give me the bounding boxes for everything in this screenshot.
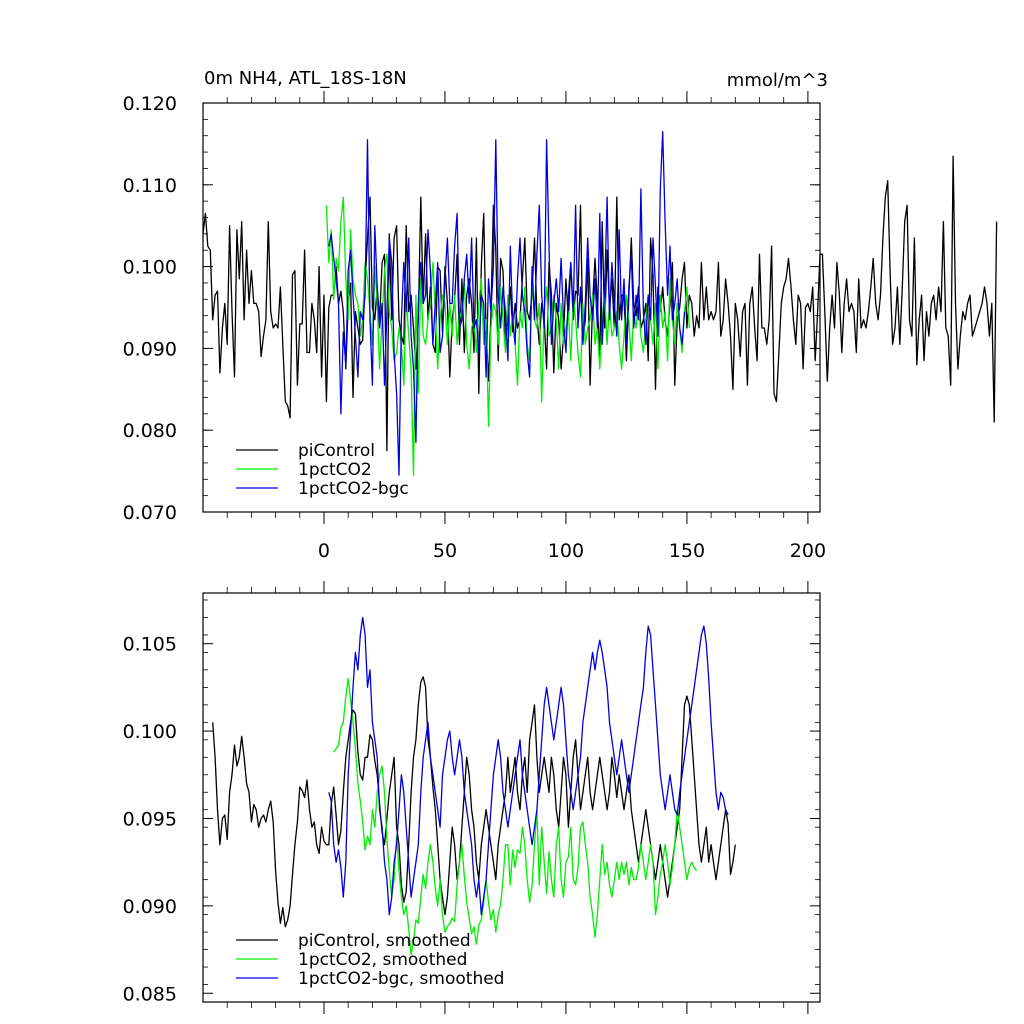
bottom-legend-label: 1pctCO2-bgc, smoothed bbox=[298, 969, 504, 989]
top-x-tick-label: 50 bbox=[433, 540, 457, 562]
top-title-left: 0m NH4, ATL_18S-18N bbox=[204, 68, 407, 89]
top-title-right: mmol/m^3 bbox=[727, 70, 828, 91]
top-series-picontrol bbox=[202, 155, 998, 452]
top-y-tick-label: 0.090 bbox=[123, 338, 177, 360]
top-series-1pctco2 bbox=[325, 196, 690, 476]
bottom-legend-label: piControl, smoothed bbox=[298, 931, 471, 951]
top-y-tick-label: 0.080 bbox=[123, 420, 177, 442]
top-y-tick-label: 0.070 bbox=[123, 502, 177, 524]
bottom-ticks: 0.085 0.090 0.095 0.100 0.105 bbox=[123, 581, 820, 1014]
top-x-tick-label: 0 bbox=[318, 540, 330, 562]
bottom-series-1pctco2-bgc-smoothed bbox=[328, 616, 729, 916]
top-x-tick-label: 150 bbox=[669, 540, 705, 562]
top-ticks: 0.070 0.080 0.090 0.100 0.110 0.120 0 50 100 150 2… bbox=[123, 91, 826, 562]
bottom-y-tick-label: 0.100 bbox=[123, 721, 177, 743]
bottom-series-1pctco2-smoothed bbox=[333, 677, 698, 956]
top-panel: 0m NH4, ATL_18S-18N mmol/m^3 0.0700.0800… bbox=[123, 68, 998, 562]
bottom-y-tick-label: 0.105 bbox=[123, 634, 177, 656]
bottom-y-tick-label: 0.085 bbox=[123, 983, 177, 1005]
bottom-y-tick-label: 0.095 bbox=[123, 808, 177, 830]
bottom-series bbox=[212, 616, 736, 956]
bottom-series-picontrol-smoothed bbox=[212, 676, 736, 928]
bottom-plot-frame bbox=[202, 592, 821, 1003]
top-legend-label: 1pctCO2-bgc bbox=[298, 479, 409, 499]
top-legend-label: 1pctCO2 bbox=[298, 460, 372, 480]
top-y-tick-label: 0.110 bbox=[123, 175, 177, 197]
bottom-legend-label: 1pctCO2, smoothed bbox=[298, 950, 467, 970]
top-x-tick-label: 200 bbox=[790, 540, 826, 562]
top-series-1pctco2-bgc bbox=[328, 130, 686, 476]
top-y-tick-label: 0.120 bbox=[123, 93, 177, 115]
top-plot-frame bbox=[202, 102, 821, 513]
top-x-tick-label: 100 bbox=[548, 540, 584, 562]
top-series bbox=[202, 130, 998, 476]
bottom-panel: 0.085 0.090 0.095 0.100 0.105 piControl, smo… bbox=[123, 581, 821, 1014]
top-y-tick-label: 0.100 bbox=[123, 257, 177, 279]
bottom-y-tick-label: 0.090 bbox=[123, 896, 177, 918]
top-legend-label: piControl bbox=[298, 441, 375, 461]
